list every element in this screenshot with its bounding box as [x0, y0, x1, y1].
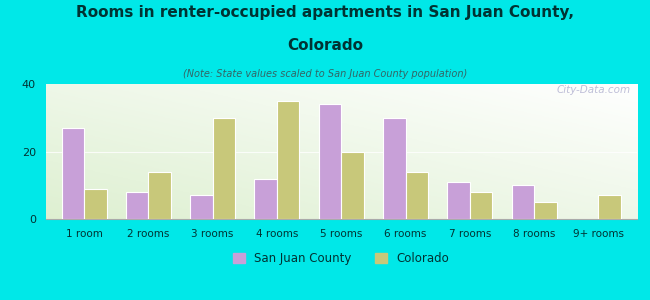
Legend: San Juan County, Colorado: San Juan County, Colorado: [228, 248, 454, 270]
Bar: [62, 128, 84, 219]
Text: Colorado: Colorado: [287, 38, 363, 52]
Bar: [126, 192, 148, 219]
Bar: [190, 195, 213, 219]
Bar: [534, 202, 556, 219]
Bar: [599, 195, 621, 219]
Bar: [254, 178, 277, 219]
Bar: [318, 104, 341, 219]
Bar: [84, 189, 107, 219]
Bar: [447, 182, 470, 219]
Text: City-Data.com: City-Data.com: [557, 85, 631, 95]
Bar: [512, 185, 534, 219]
Bar: [406, 172, 428, 219]
Bar: [383, 118, 406, 219]
Bar: [148, 172, 171, 219]
Text: (Note: State values scaled to San Juan County population): (Note: State values scaled to San Juan C…: [183, 69, 467, 79]
Bar: [213, 118, 235, 219]
Text: Rooms in renter-occupied apartments in San Juan County,: Rooms in renter-occupied apartments in S…: [76, 4, 574, 20]
Bar: [277, 101, 300, 219]
Bar: [341, 152, 364, 219]
Bar: [470, 192, 492, 219]
